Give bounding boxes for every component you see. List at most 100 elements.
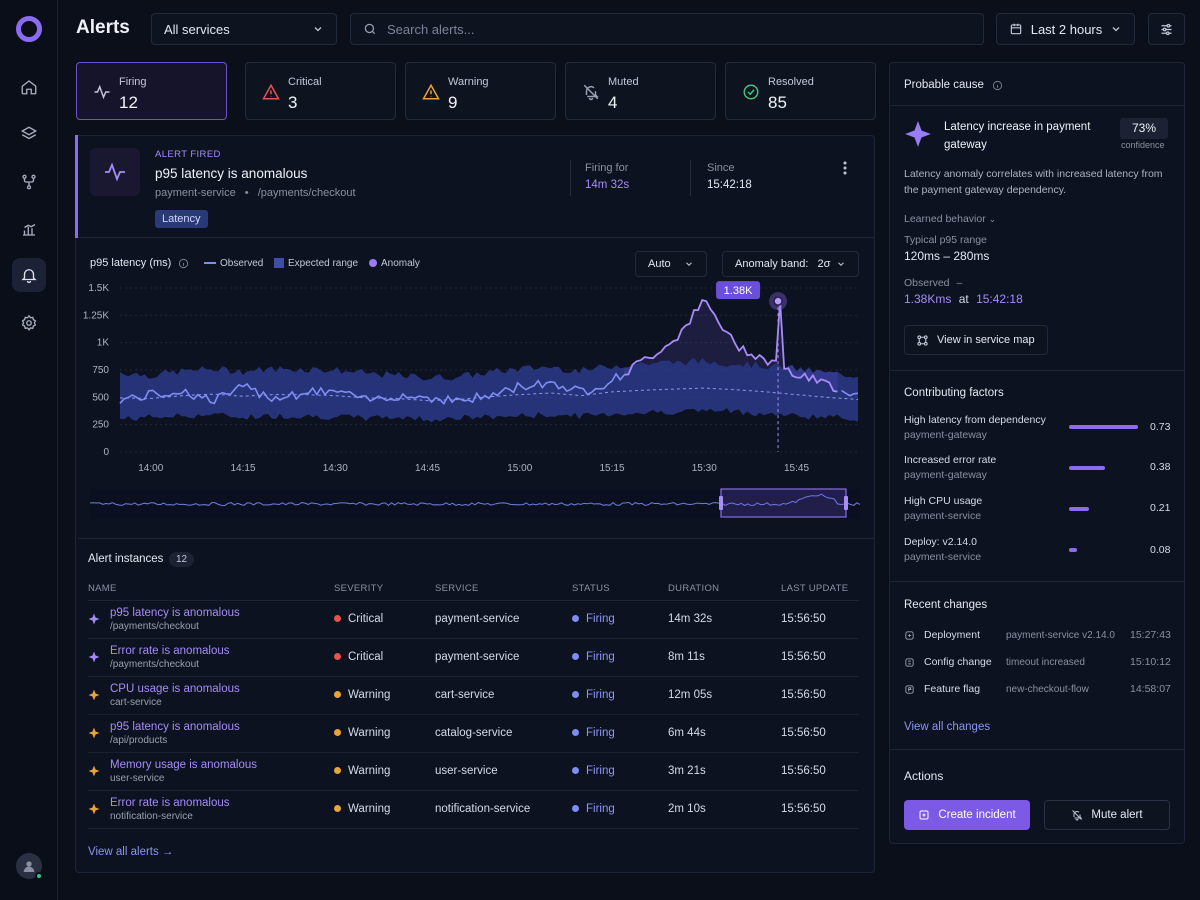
change-item[interactable]: Config change timeout increased 15:10:12 [904, 656, 1172, 668]
table-row[interactable]: p95 latency is anomalous/api/products Wa… [88, 714, 859, 753]
time-range-value: Last 2 hours [1030, 21, 1103, 37]
cause-description: Latency anomaly correlates with increase… [904, 168, 1163, 196]
factor-value: 0.38 [1150, 461, 1171, 473]
create-incident-button[interactable]: Create incident [904, 800, 1030, 830]
minimap-selection[interactable] [720, 488, 847, 518]
status-text: Firing [586, 613, 615, 625]
git-branch-icon[interactable] [12, 165, 46, 199]
alert-sub: /api/products [110, 734, 168, 746]
table-row[interactable]: Error rate is anomalous/payments/checkou… [88, 638, 859, 677]
stat-value: 9 [448, 93, 458, 112]
chart-title: p95 latency (ms) [90, 257, 172, 269]
table-row[interactable]: Memory usage is anomalous user-service Wa… [88, 752, 859, 791]
view-service-map-button[interactable]: View in service map [904, 325, 1048, 355]
col-name[interactable]: NAME [88, 578, 334, 601]
service-filter-select[interactable]: All services [151, 13, 337, 45]
col-status[interactable]: STATUS [572, 578, 668, 601]
fired-alert-meta: payment-service • /payments/checkout [155, 187, 356, 199]
legend-anomaly: Anomaly [369, 258, 420, 269]
more-options-button[interactable] [838, 158, 852, 178]
change-item[interactable]: Deployment payment-service v2.14.0 15:27… [904, 629, 1172, 641]
app-logo[interactable] [16, 16, 42, 42]
factor-item[interactable]: Deploy: v2.14.0 payment-service [904, 536, 981, 563]
time-range-select[interactable]: Last 2 hours [996, 13, 1135, 45]
alert-name[interactable]: Error rate is anomalous [110, 644, 230, 657]
table-row[interactable]: Error rate is anomalous notification-serv… [88, 790, 859, 829]
factor-item[interactable]: High CPU usage payment-service [904, 495, 982, 522]
home-icon[interactable] [12, 70, 46, 104]
col-duration[interactable]: DURATION [668, 578, 781, 601]
check-circle-icon [743, 84, 759, 100]
learned-behavior-toggle[interactable]: Learned behavior ⌄ [904, 213, 996, 225]
anomaly-band-value: 2σ [817, 258, 831, 270]
stat-firing[interactable]: Firing 12 [76, 62, 227, 120]
service-cell: payment-service [435, 638, 572, 677]
legend-band-swatch [274, 258, 284, 269]
view-all-changes-link[interactable]: View all changes [904, 721, 991, 733]
alert-name[interactable]: p95 latency is anomalous [110, 606, 240, 619]
sidebar [0, 0, 58, 900]
bell-icon[interactable] [12, 258, 46, 292]
filter-settings-button[interactable] [1148, 13, 1185, 45]
info-icon[interactable] [992, 80, 1003, 91]
alert-name[interactable]: CPU usage is anomalous [110, 682, 240, 695]
sun-icon [88, 803, 100, 815]
bar-chart-icon[interactable] [12, 212, 46, 246]
factor-item[interactable]: High latency from dependency payment-gate… [904, 414, 1046, 441]
anomaly-band-select[interactable]: Anomaly band: 2σ [722, 251, 859, 277]
online-status-dot [35, 872, 43, 880]
user-avatar[interactable] [16, 853, 43, 880]
stat-warning[interactable]: Warning 9 [405, 62, 556, 120]
search-bar[interactable]: Search alerts... [350, 13, 984, 45]
sun-icon [88, 727, 100, 739]
legend-line-swatch [204, 262, 216, 265]
alert-name[interactable]: p95 latency is anomalous [110, 720, 240, 733]
stat-resolved[interactable]: Resolved 85 [725, 62, 876, 120]
factor-sub: payment-gateway [904, 429, 987, 441]
latency-chart[interactable]: 1.38K 0 250 500 750 1K 1.25K 1.5K 14:00 14:15 14:… [75, 280, 875, 525]
alert-name[interactable]: Memory usage is anomalous [110, 758, 258, 771]
info-icon[interactable] [178, 258, 189, 269]
observed-label-text: Observed [904, 277, 950, 289]
separator-dot: • [244, 187, 249, 199]
sparkle-icon [88, 613, 100, 625]
anomaly-marker-dot[interactable] [773, 296, 783, 306]
learned-behavior-label: Learned behavior [904, 213, 986, 225]
factor-item[interactable]: Increased error rate payment-gateway [904, 454, 996, 481]
view-all-alerts-link[interactable]: View all alerts → [88, 846, 174, 858]
stat-label: Firing [119, 76, 147, 88]
layers-icon[interactable] [12, 117, 46, 151]
stat-critical[interactable]: Critical 3 [245, 62, 396, 120]
search-input[interactable]: Search alerts... [387, 21, 475, 37]
settings-icon[interactable] [12, 306, 46, 340]
chevron-down-icon [838, 262, 844, 266]
factor-value: 0.08 [1150, 544, 1171, 556]
change-time: 15:27:43 [1130, 629, 1171, 641]
x-tick-label: 15:15 [599, 463, 624, 474]
duration-cell: 2m 10s [668, 790, 781, 829]
stat-muted[interactable]: Muted 4 [565, 62, 716, 120]
status-dot [572, 767, 579, 774]
table-header-row: NAME SEVERITY SERVICE STATUS DURATION LA… [88, 578, 859, 601]
fired-alert-service: payment-service [155, 187, 236, 199]
recent-changes-title: Recent changes [904, 599, 988, 611]
config-icon [905, 657, 914, 667]
col-last-update[interactable]: LAST UPDATE [781, 578, 859, 601]
col-service[interactable]: SERVICE [435, 578, 572, 601]
confidence-value: 73% [1120, 118, 1168, 139]
severity-dot [334, 729, 341, 736]
col-severity[interactable]: SEVERITY [334, 578, 435, 601]
minimap-handle-right[interactable] [844, 496, 848, 510]
divider [890, 105, 1184, 106]
table-row[interactable]: p95 latency is anomalous/payments/checko… [88, 600, 859, 639]
auto-select[interactable]: Auto [635, 251, 707, 277]
minimap-handle-left[interactable] [719, 496, 723, 510]
legend-anomaly-label: Anomaly [381, 258, 420, 269]
sun-icon [88, 689, 100, 701]
table-row[interactable]: CPU usage is anomalous cart-service Warni… [88, 676, 859, 715]
alert-name[interactable]: Error rate is anomalous [110, 796, 230, 809]
alert-instances-table: NAME SEVERITY SERVICE STATUS DURATION LA… [88, 578, 859, 829]
change-item[interactable]: Feature flag new-checkout-flow 14:58:07 [904, 683, 1172, 695]
alert-sub: user-service [110, 772, 165, 784]
mute-alert-button[interactable]: Mute alert [1044, 800, 1170, 830]
